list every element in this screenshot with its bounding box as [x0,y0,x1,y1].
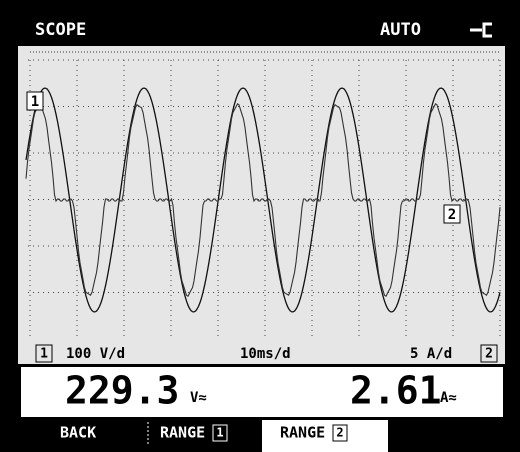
ch1-marker-label: 1 [31,94,39,110]
ch1-marker [26,91,44,111]
time-scale: 10ms/d [240,346,291,362]
plot-area [18,46,505,342]
range1-badge-box [212,424,228,442]
power-icon [470,22,492,38]
ch2-scale: 5 A/d [410,346,452,362]
current-unit: A≈ [440,390,457,406]
ch2-marker [443,204,461,224]
trigger-mode: AUTO [380,20,421,40]
softkey-range2[interactable]: RANGE [280,424,325,442]
ch1-box [35,344,53,363]
range2-badge: 2 [336,426,343,440]
current-trace [25,103,501,297]
softkey-back[interactable]: BACK [60,424,96,442]
ch2-marker-label: 2 [448,207,456,223]
ch2-box [480,344,498,363]
voltage-unit: V≈ [190,390,207,406]
scale-bar [18,342,505,364]
range2-badge-box [332,424,348,442]
ch1-scale: 100 V/d [66,346,125,362]
softkey-range1[interactable]: RANGE [160,424,205,442]
readout-box [19,365,505,419]
softkey-range2-bg [262,420,388,452]
ch2-id: 2 [485,347,493,362]
range1-badge: 1 [216,426,223,440]
mode-title: SCOPE [35,20,86,40]
ch1-id: 1 [40,347,48,362]
voltage-trace [25,87,501,313]
voltage-reading: 229.3 [65,369,179,413]
current-reading: 2.61 [350,369,442,413]
